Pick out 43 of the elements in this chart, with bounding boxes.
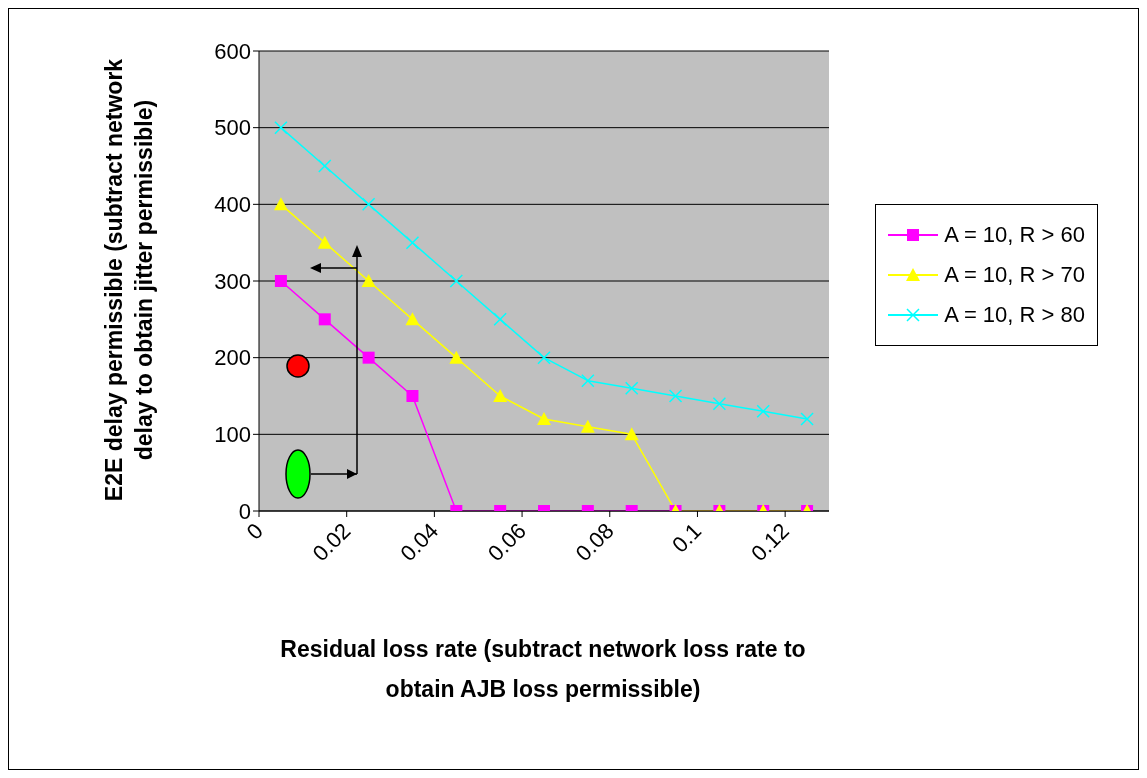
point [317,235,332,249]
legend-label: A = 10, R > 80 [944,302,1085,328]
point [362,351,375,364]
x-tick-label: 0.1 [666,518,707,558]
point [361,274,376,287]
point [406,390,419,402]
point [449,350,464,364]
y-tick-label: 200 [214,345,251,371]
x-tick-label: 0.12 [746,518,794,567]
point [537,350,551,365]
y-tick-label: 500 [214,115,251,141]
point [493,312,507,327]
point [624,427,639,441]
point [712,396,727,411]
y-tick-label: 600 [214,38,251,64]
legend-label: A = 10, R > 60 [944,222,1085,248]
y-tick-label: 400 [214,192,251,218]
point [318,313,331,326]
point [493,389,508,402]
point [756,404,770,419]
y-axis-title: E2E delay permissible (subtract network delay to obtain jitter permissible) [100,57,158,504]
point [405,312,420,326]
x-axis-title: Residual loss rate (subtract network loss rate to obtain AJB loss permissible) [279,635,807,704]
y-tick-label: 100 [214,422,251,448]
x-tick-label: 0.02 [307,518,356,567]
point [405,235,420,250]
y-tick-label: 300 [214,268,251,294]
point [274,120,288,135]
point [537,412,551,425]
point [668,389,683,403]
point [274,275,287,287]
x-tick-label: 0.06 [482,518,531,567]
legend-label: A = 10, R > 70 [944,262,1085,288]
point [361,197,376,212]
x-tick-label: 0.04 [395,518,444,567]
point [449,274,464,288]
point [580,419,595,433]
x-tick-label: 0.08 [570,518,619,567]
point [800,412,814,426]
point [624,381,639,396]
point [581,373,595,388]
point [273,197,288,211]
point [318,159,332,173]
